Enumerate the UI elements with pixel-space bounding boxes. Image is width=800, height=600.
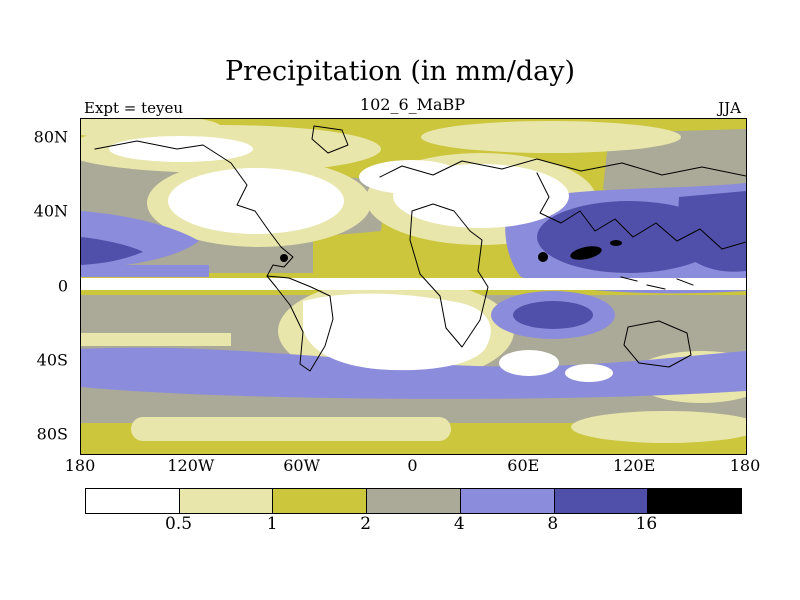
chart-subtitle: 102_6_MaBP	[359, 95, 466, 114]
experiment-label: Expt = teyeu	[84, 99, 184, 117]
longitude-tick-label: 120W	[167, 456, 215, 475]
colorbar-tick-label: 1	[266, 514, 278, 534]
precipitation-map	[81, 119, 746, 454]
colorbar-segment-2	[273, 489, 368, 513]
longitude-tick-label: 0	[407, 456, 418, 475]
latitude-tick-label: 40N	[33, 201, 68, 221]
latitude-axis: 80N 40N 0 40S 80S	[0, 118, 76, 453]
colorbar-segment-1	[179, 489, 274, 513]
longitude-tick-label: 60W	[283, 456, 321, 475]
colorbar-tick-label: 2	[360, 514, 372, 534]
colorbar-tick-label: 4	[453, 514, 465, 534]
longitude-tick-label: 120E	[613, 456, 656, 475]
colorbar-segment-4	[460, 489, 555, 513]
latitude-tick-label: 0	[57, 276, 68, 295]
longitude-tick-label: 60E	[507, 456, 540, 475]
longitude-axis: 180 120W 60W 0 60E 120E 180	[65, 456, 761, 478]
chart-title: Precipitation (in mm/day)	[225, 56, 575, 87]
colorbar-segment-5	[554, 489, 649, 513]
colorbar-tick-label: 8	[547, 514, 559, 534]
colorbar-tick-label: 16	[635, 514, 658, 534]
latitude-tick-label: 80N	[33, 127, 68, 147]
longitude-tick-label: 180	[729, 456, 761, 475]
season-label: JJA	[718, 99, 741, 117]
colorbar-labels: 0.5 1 2 4 8 16	[85, 514, 740, 536]
latitude-tick-label: 40S	[36, 350, 68, 370]
map-plot-area	[80, 118, 747, 455]
colorbar	[85, 488, 742, 514]
colorbar-segment-3	[367, 489, 461, 513]
colorbar-segment-6	[648, 489, 742, 513]
colorbar-segment-0	[86, 489, 180, 513]
longitude-tick-label: 180	[64, 456, 96, 475]
colorbar-tick-label: 0.5	[165, 514, 193, 534]
latitude-tick-label: 80S	[36, 424, 68, 444]
